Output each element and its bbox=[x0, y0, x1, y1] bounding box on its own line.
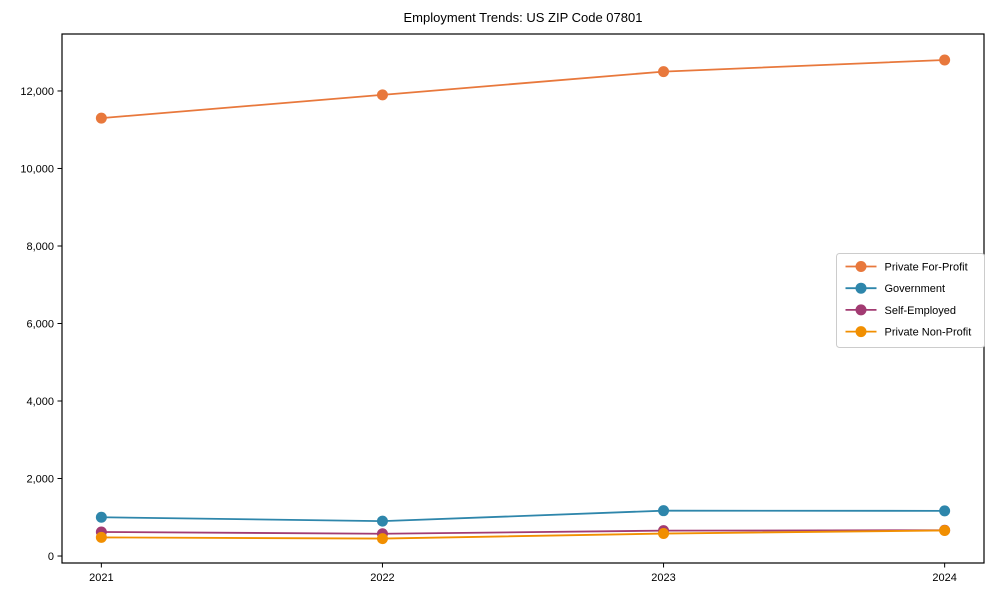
y-tick-label: 8,000 bbox=[26, 241, 54, 253]
data-point-private-for-profit bbox=[658, 66, 670, 78]
data-point-private-non-profit bbox=[939, 524, 951, 536]
legend-item-government: Government bbox=[845, 282, 946, 295]
legend-marker bbox=[855, 261, 867, 272]
legend-marker bbox=[855, 326, 867, 338]
series-line-private-for-profit bbox=[101, 59, 945, 119]
legend-label: Private Non-Profit bbox=[885, 327, 972, 339]
legend-item-private-non-profit: Private Non-Profit bbox=[845, 326, 972, 339]
data-point-private-for-profit bbox=[376, 89, 388, 101]
legend-marker bbox=[855, 282, 867, 294]
series-line-private-non-profit bbox=[101, 529, 945, 540]
data-point-government bbox=[95, 511, 107, 523]
legend-label: Private For-Profit bbox=[885, 262, 968, 274]
series-line-self-employed bbox=[101, 529, 945, 535]
legend-label: Government bbox=[885, 283, 946, 295]
chart-title: Employment Trends: US ZIP Code 07801 bbox=[404, 10, 643, 25]
data-point-private-for-profit bbox=[939, 54, 951, 66]
series-line-government bbox=[101, 509, 945, 523]
legend-item-self-employed: Self-Employed bbox=[845, 304, 957, 317]
x-tick-label: 2024 bbox=[932, 572, 956, 584]
y-tick-label: 12,000 bbox=[20, 86, 54, 98]
x-tick-label: 2021 bbox=[89, 572, 113, 584]
x-tick-label: 2022 bbox=[370, 572, 394, 584]
data-point-government bbox=[376, 515, 388, 527]
y-tick-label: 10,000 bbox=[20, 163, 54, 175]
data-point-private-non-profit bbox=[658, 528, 670, 540]
legend-item-private-for-profit: Private For-Profit bbox=[845, 261, 968, 274]
y-tick-label: 6,000 bbox=[26, 318, 54, 330]
x-tick-label: 2023 bbox=[651, 572, 675, 584]
y-tick-label: 4,000 bbox=[26, 396, 54, 408]
data-point-private-for-profit bbox=[95, 112, 107, 124]
y-tick-label: 0 bbox=[48, 551, 54, 563]
data-point-government bbox=[658, 505, 670, 517]
data-point-government bbox=[939, 505, 951, 517]
data-point-private-non-profit bbox=[95, 531, 107, 543]
data-point-private-non-profit bbox=[376, 533, 388, 545]
legend-box bbox=[836, 253, 985, 348]
legend-marker bbox=[855, 304, 867, 316]
y-tick-label: 2,000 bbox=[26, 474, 54, 486]
legend-label: Self-Employed bbox=[885, 305, 957, 317]
